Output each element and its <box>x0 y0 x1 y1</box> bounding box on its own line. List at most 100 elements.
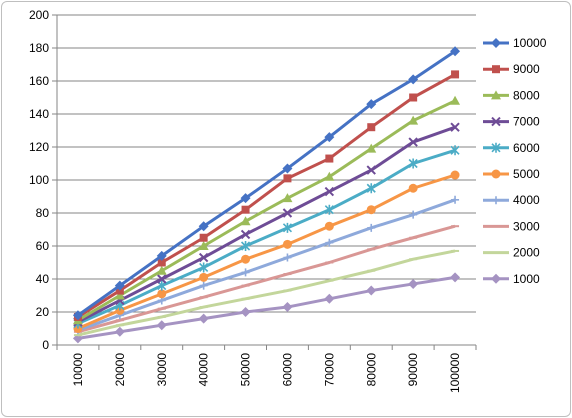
legend-item: 3000 <box>483 219 540 233</box>
legend-label: 5000 <box>513 167 540 181</box>
series-5000 <box>73 170 460 333</box>
series-10000 <box>72 46 461 321</box>
data-point <box>325 154 334 163</box>
data-point <box>491 38 501 48</box>
data-point <box>282 222 293 233</box>
legend-item: 2000 <box>483 246 540 260</box>
series-6000 <box>73 145 460 329</box>
data-point <box>156 265 167 275</box>
data-point <box>324 293 335 304</box>
y-tick-label: 180 <box>29 41 49 55</box>
series-line <box>77 224 456 334</box>
y-tick-label: 100 <box>29 173 49 187</box>
data-point <box>114 326 125 337</box>
y-tick-label: 0 <box>42 338 49 352</box>
data-point <box>282 193 293 203</box>
data-point <box>240 241 251 251</box>
legend-label: 7000 <box>513 115 540 129</box>
legend-label: 8000 <box>513 88 540 102</box>
x-tick-label: 80000 <box>364 353 378 387</box>
legend-label: 9000 <box>513 62 540 76</box>
data-point <box>282 302 293 313</box>
data-point <box>450 145 460 156</box>
data-point <box>367 223 376 232</box>
data-point <box>366 183 376 194</box>
data-point <box>199 272 209 282</box>
data-point <box>198 252 209 263</box>
axes <box>52 14 477 350</box>
data-point <box>367 123 376 132</box>
data-point <box>240 307 251 317</box>
legend-item: 4000 <box>483 193 540 207</box>
x-tick-label: 70000 <box>322 353 336 387</box>
data-point <box>198 221 209 232</box>
data-point <box>156 320 167 331</box>
data-point <box>366 99 377 110</box>
legend-label: 1000 <box>513 272 540 286</box>
series-line <box>77 99 456 322</box>
data-point <box>199 233 208 242</box>
legend-label: 2000 <box>513 246 540 260</box>
data-point <box>157 258 166 267</box>
y-tick-label: 80 <box>36 206 50 220</box>
legend-item: 6000 <box>483 141 540 155</box>
data-point <box>366 143 377 153</box>
data-point <box>241 268 250 277</box>
y-tick-label: 160 <box>29 74 49 88</box>
y-tick-label: 140 <box>29 107 49 121</box>
data-point <box>283 174 292 183</box>
data-point <box>72 310 83 321</box>
data-point <box>114 290 125 300</box>
data-point <box>282 208 293 218</box>
data-point <box>451 70 460 79</box>
series-4000 <box>73 195 460 335</box>
data-point <box>324 186 335 197</box>
data-point <box>240 229 251 240</box>
legend-item: 7000 <box>483 115 540 129</box>
data-point <box>198 313 209 324</box>
data-point <box>409 93 418 102</box>
data-point <box>408 115 419 125</box>
data-point <box>408 278 419 289</box>
data-point <box>492 196 500 205</box>
x-tick-label: 100000 <box>448 353 462 393</box>
data-point <box>114 280 125 291</box>
legend-label: 3000 <box>513 219 540 233</box>
data-point <box>491 116 501 127</box>
series-8000 <box>72 95 461 325</box>
data-point <box>492 65 500 74</box>
legend-item: 9000 <box>483 62 540 76</box>
series-line <box>77 50 456 317</box>
data-point <box>283 253 292 262</box>
y-tick-label: 120 <box>29 140 49 154</box>
y-tick-label: 20 <box>36 305 50 319</box>
legend-label: 6000 <box>513 141 540 155</box>
data-point <box>157 274 167 284</box>
data-point <box>241 254 251 264</box>
legend-item: 10000 <box>483 36 547 50</box>
data-point <box>408 74 419 85</box>
data-point <box>450 95 461 105</box>
y-tick-label: 60 <box>36 239 50 253</box>
data-point <box>324 171 335 181</box>
x-tick-label: 30000 <box>155 353 169 387</box>
y-tick-label: 40 <box>36 272 50 286</box>
data-point <box>491 142 501 153</box>
x-tick-label: 60000 <box>280 353 294 387</box>
series-line <box>77 125 456 324</box>
data-point <box>491 90 501 100</box>
data-point <box>366 205 376 215</box>
y-tick-label: 200 <box>29 8 49 22</box>
legend-item: 5000 <box>483 167 540 181</box>
data-point <box>324 221 334 231</box>
data-point <box>408 158 418 169</box>
data-point <box>366 165 376 175</box>
series-2000 <box>73 249 460 337</box>
x-tick-label: 50000 <box>239 353 253 387</box>
data-point <box>157 289 167 299</box>
x-tick-label: 10000 <box>71 353 85 387</box>
x-axis-ticks: 10000 20000 30000 40000 50000 60000 70000 80000… <box>71 353 462 393</box>
series-lines <box>72 46 461 344</box>
data-point <box>324 204 334 215</box>
data-point <box>450 122 460 132</box>
